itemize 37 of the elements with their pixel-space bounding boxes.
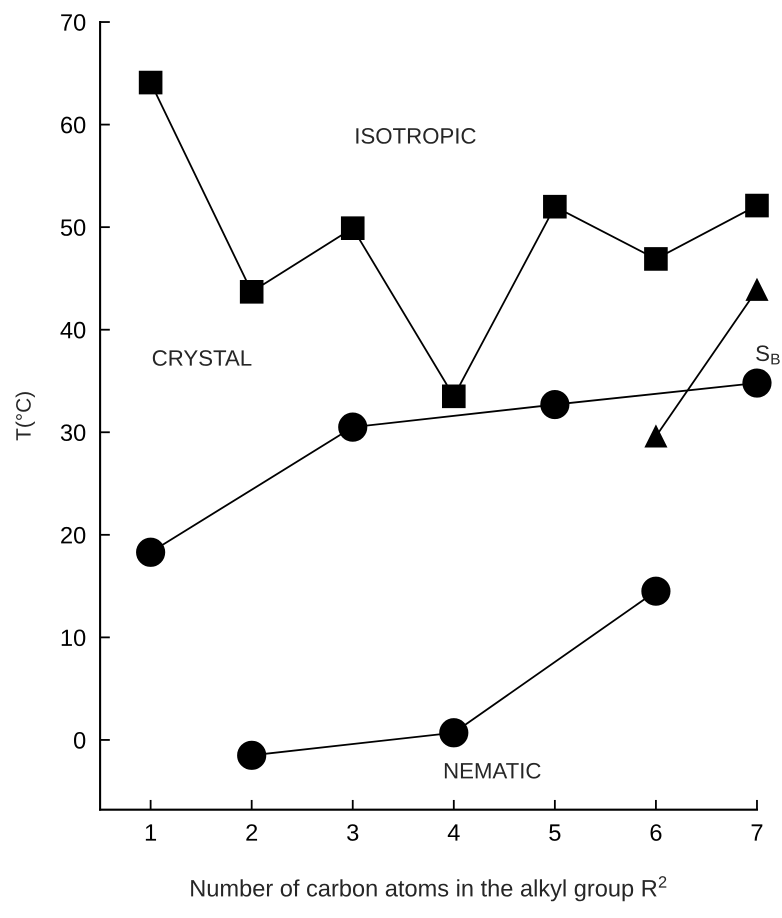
point: [439, 718, 468, 748]
point: [442, 384, 466, 408]
y-axis-title: T(°C): [16, 392, 35, 440]
point: [644, 247, 668, 271]
x-tick-label: 1: [146, 824, 156, 841]
annotation: NEMATIC: [444, 762, 541, 779]
point: [240, 280, 264, 304]
annotation: S$_{B}$: [756, 345, 780, 364]
point: [338, 412, 368, 442]
y-tick-label: 10: [62, 629, 86, 646]
x-tick-label: 6: [650, 824, 662, 841]
point: [540, 390, 570, 420]
point: [136, 538, 166, 567]
point: [543, 194, 567, 218]
y-tick-label: 70: [61, 14, 86, 31]
point: [641, 576, 670, 606]
point: [742, 368, 772, 398]
x-tick-label: 2: [246, 824, 258, 841]
point: [237, 740, 266, 770]
annotation: ISOTROPIC: [356, 128, 476, 144]
y-tick-label: 20: [61, 526, 86, 544]
y-tick-label: 0: [74, 732, 86, 749]
point: [644, 425, 668, 448]
point: [746, 278, 768, 301]
point: [745, 194, 769, 218]
x-tick-label: 7: [752, 824, 762, 841]
x-tick-label: 3: [347, 824, 358, 841]
y-tick-label: 30: [60, 424, 86, 442]
x-tick-label: 5: [549, 824, 560, 841]
y-tick-label: 60: [61, 116, 86, 134]
y-tick-label: 50: [60, 219, 86, 236]
point: [138, 70, 162, 94]
point: [340, 216, 365, 240]
y-tick-label: 40: [60, 322, 86, 338]
annotation: CRYSTAL: [152, 350, 252, 366]
x-tick-label: 4: [448, 824, 460, 841]
x-axis-title: Number of carbon atoms in the alkyl group R$^{2}$: [191, 876, 666, 902]
